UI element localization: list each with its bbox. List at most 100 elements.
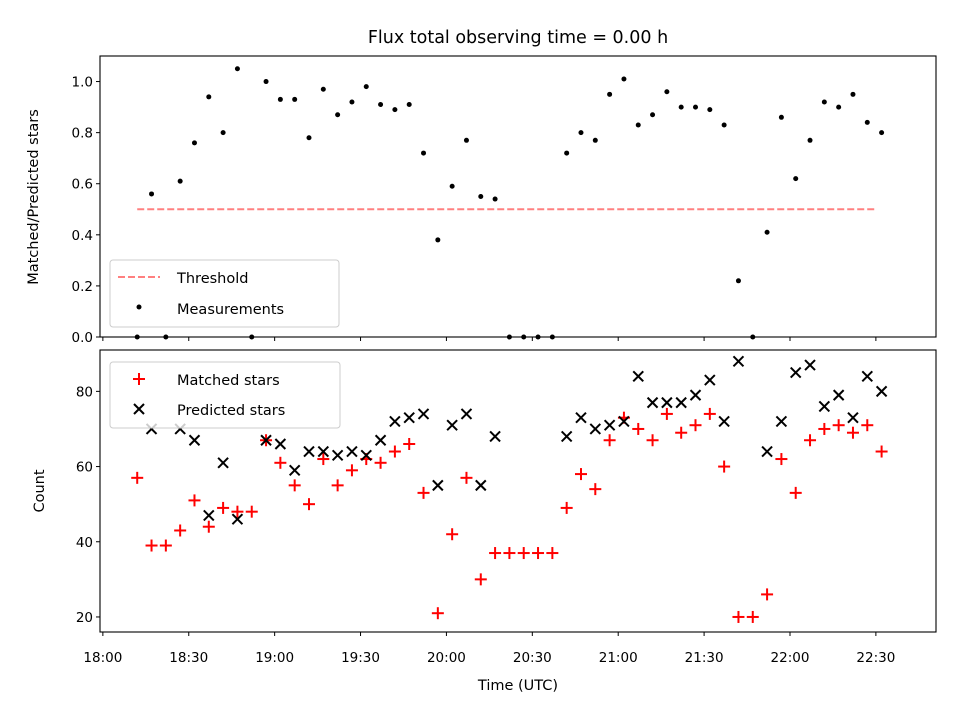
matched-star-point — [217, 501, 230, 514]
legend-matched-label: Matched stars — [177, 373, 280, 389]
bottom-marks — [131, 355, 888, 623]
matched-star-point — [746, 610, 759, 623]
matched-star-point — [761, 588, 774, 601]
measurement-point — [635, 122, 641, 128]
top-axes-frame — [99, 55, 937, 338]
legend-predicted-label: Predicted stars — [177, 403, 285, 419]
measurement-point — [778, 114, 784, 120]
measurement-point — [793, 176, 799, 182]
top-panel: 0.0 0.2 0.4 0.6 0.8 1.0 Matched/Predicted sta… — [26, 55, 937, 346]
measurement-point — [177, 178, 183, 184]
matched-star-point — [732, 610, 745, 623]
bottom-legend-box — [109, 361, 341, 429]
matched-star-point — [660, 407, 673, 420]
matched-star-point — [532, 547, 545, 560]
measurement-point — [378, 102, 384, 108]
predicted-star-point — [389, 415, 401, 428]
predicted-star-point — [847, 411, 859, 424]
predicted-star-point — [260, 434, 272, 446]
predicted-star-point — [403, 411, 415, 424]
bottom-legend: Matched stars Predicted stars — [109, 361, 341, 429]
measurement-point — [234, 66, 240, 72]
matched-star-point — [574, 468, 587, 481]
matched-star-point — [804, 434, 817, 447]
matched-star-point — [331, 479, 344, 492]
matched-star-point — [489, 547, 502, 560]
measurement-point — [693, 104, 699, 110]
predicted-star-point — [818, 400, 831, 413]
top-marks — [134, 66, 885, 340]
predicted-star-point — [689, 389, 702, 401]
matched-star-point — [446, 528, 459, 541]
matched-star-point — [245, 505, 258, 518]
predicted-star-point — [790, 366, 802, 379]
legend-measurements-swatch — [136, 304, 142, 310]
legend-predicted-swatch — [133, 403, 145, 415]
measurement-point — [836, 104, 842, 110]
bottom-axes-frame — [99, 349, 937, 633]
x-tick-label: 22:00 — [771, 650, 810, 666]
top-y-axis-label: Matched/Predicted stars — [26, 109, 42, 285]
matched-star-point — [131, 471, 144, 484]
predicted-star-point — [317, 445, 330, 458]
predicted-star-point — [331, 449, 344, 461]
measurement-point — [363, 84, 369, 90]
matched-star-point — [274, 456, 287, 469]
measurement-point — [678, 104, 684, 110]
matched-star-point — [317, 453, 330, 466]
predicted-star-point — [460, 408, 473, 420]
bottom-y-tick-label: 60 — [76, 460, 93, 476]
top-x-ticks — [102, 337, 877, 341]
top-y-tick-label: 1.0 — [72, 75, 93, 91]
predicted-star-point — [374, 434, 387, 446]
top-legend-box — [109, 259, 340, 328]
matched-star-point — [188, 494, 201, 507]
measurement-point — [335, 112, 341, 118]
bottom-x-ticks: 18:00 18:30 19:00 19:30 20:00 20:30 21:00 21:30… — [83, 632, 895, 666]
predicted-star-point — [231, 513, 244, 525]
predicted-star-point — [188, 434, 201, 446]
x-tick-label: 18:00 — [83, 650, 122, 666]
predicted-star-point — [446, 419, 458, 431]
measurement-point — [879, 130, 885, 136]
measurement-point — [807, 137, 813, 143]
matched-star-point — [603, 434, 616, 447]
predicted-star-point — [761, 445, 773, 458]
measurement-point — [449, 183, 455, 189]
predicted-star-point — [346, 445, 358, 458]
matched-star-point — [718, 460, 731, 473]
matched-star-point — [159, 539, 172, 552]
measurement-point — [607, 91, 613, 97]
matched-star-point — [431, 607, 444, 620]
measurement-point — [578, 130, 584, 136]
matched-star-point — [388, 445, 401, 458]
measurement-point — [263, 79, 269, 85]
x-axis-label: Time (UTC) — [477, 678, 558, 694]
x-tick-label: 21:00 — [599, 650, 638, 666]
measurement-point — [821, 99, 827, 105]
bottom-y-axis-label: Count — [32, 469, 48, 512]
matched-star-point — [646, 434, 659, 447]
matched-star-point — [861, 419, 874, 432]
measurement-point — [306, 135, 312, 141]
measurement-point — [191, 140, 197, 146]
x-tick-label: 19:00 — [255, 650, 294, 666]
matched-star-point — [303, 498, 315, 511]
matched-star-point — [789, 486, 802, 499]
measurement-point — [277, 96, 283, 102]
bottom-y-tick-label: 80 — [76, 384, 93, 400]
predicted-star-point — [675, 396, 687, 409]
x-tick-label: 20:00 — [427, 650, 466, 666]
top-y-tick-label: 0.8 — [72, 126, 93, 142]
matched-star-point — [589, 483, 602, 496]
bottom-y-ticks: 20 40 60 80 — [76, 384, 100, 626]
bottom-y-tick-label: 20 — [76, 610, 93, 626]
predicted-star-point — [589, 423, 602, 435]
legend-matched-swatch — [133, 373, 145, 385]
matched-star-point — [460, 471, 473, 484]
matched-star-point — [875, 445, 888, 458]
matched-star-point — [288, 479, 301, 492]
top-y-tick-label: 0.0 — [72, 330, 93, 346]
